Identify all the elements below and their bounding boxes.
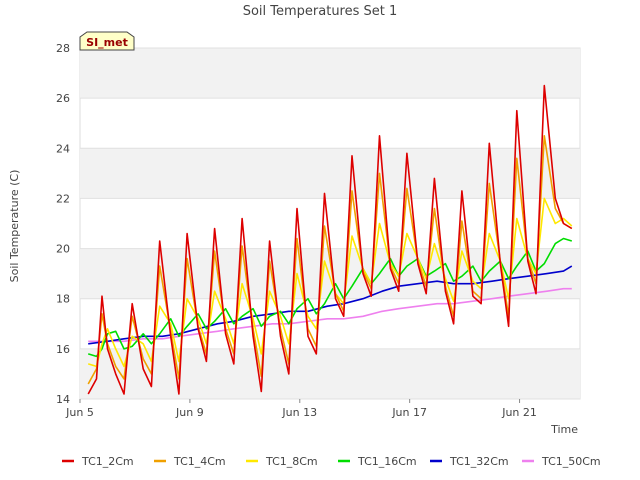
x-tick-label: Jun 21: [501, 406, 537, 419]
series-line-tc1_4cm: [87, 135, 573, 385]
series-line-tc1_16cm: [87, 237, 573, 358]
legend-label: TC1_32Cm: [449, 455, 509, 468]
y-tick-label: 14: [56, 393, 70, 406]
x-tick-label: Jun 17: [391, 406, 427, 419]
x-axis-label: Time: [550, 423, 578, 436]
legend-label: TC1_2Cm: [81, 455, 134, 468]
x-tick-label: Jun 9: [175, 406, 204, 419]
legend-label: TC1_50Cm: [541, 455, 601, 468]
x-tick-label: Jun 13: [281, 406, 317, 419]
background-band: [80, 48, 580, 99]
y-tick-label: 28: [56, 42, 70, 55]
background-bands: [80, 48, 580, 399]
legend-item-tc1_4cm: TC1_4Cm: [154, 455, 226, 468]
background-band: [80, 148, 580, 199]
legend-label: TC1_16Cm: [357, 455, 417, 468]
x-axis-ticks: Jun 5 Jun 9 Jun 13 Jun 17 Jun 21: [65, 399, 537, 419]
y-tick-label: 22: [56, 192, 70, 205]
background-band: [80, 348, 580, 399]
legend-label: TC1_8Cm: [265, 455, 318, 468]
y-tick-label: 24: [56, 142, 70, 155]
y-tick-label: 18: [56, 293, 70, 306]
y-tick-label: 26: [56, 92, 70, 105]
series-line-tc1_8cm: [87, 197, 573, 368]
x-tick-label: Jun 5: [65, 406, 94, 419]
legend: TC1_2Cm TC1_4Cm TC1_8Cm TC1_16Cm TC1_32Cm TC1…: [62, 455, 601, 468]
chart-title: Soil Temperatures Set 1: [243, 4, 398, 19]
plot-area: [79, 47, 581, 400]
legend-item-tc1_2cm: TC1_2Cm: [62, 455, 134, 468]
y-axis-ticks: 14 16 18 20 22 24 26 28: [56, 42, 70, 406]
station-badge: SI_met: [79, 31, 135, 51]
series-lines: [87, 84, 573, 395]
series-line-tc1_2cm: [87, 84, 573, 395]
legend-item-tc1_16cm: TC1_16Cm: [338, 455, 417, 468]
legend-item-tc1_32cm: TC1_32Cm: [430, 455, 509, 468]
y-tick-label: 20: [56, 243, 70, 256]
station-badge-label: SI_met: [86, 36, 128, 49]
legend-item-tc1_8cm: TC1_8Cm: [246, 455, 318, 468]
legend-item-tc1_50cm: TC1_50Cm: [522, 455, 601, 468]
y-axis-label: Soil Temperature (C): [8, 170, 21, 283]
legend-label: TC1_4Cm: [173, 455, 226, 468]
y-tick-label: 16: [56, 343, 70, 356]
